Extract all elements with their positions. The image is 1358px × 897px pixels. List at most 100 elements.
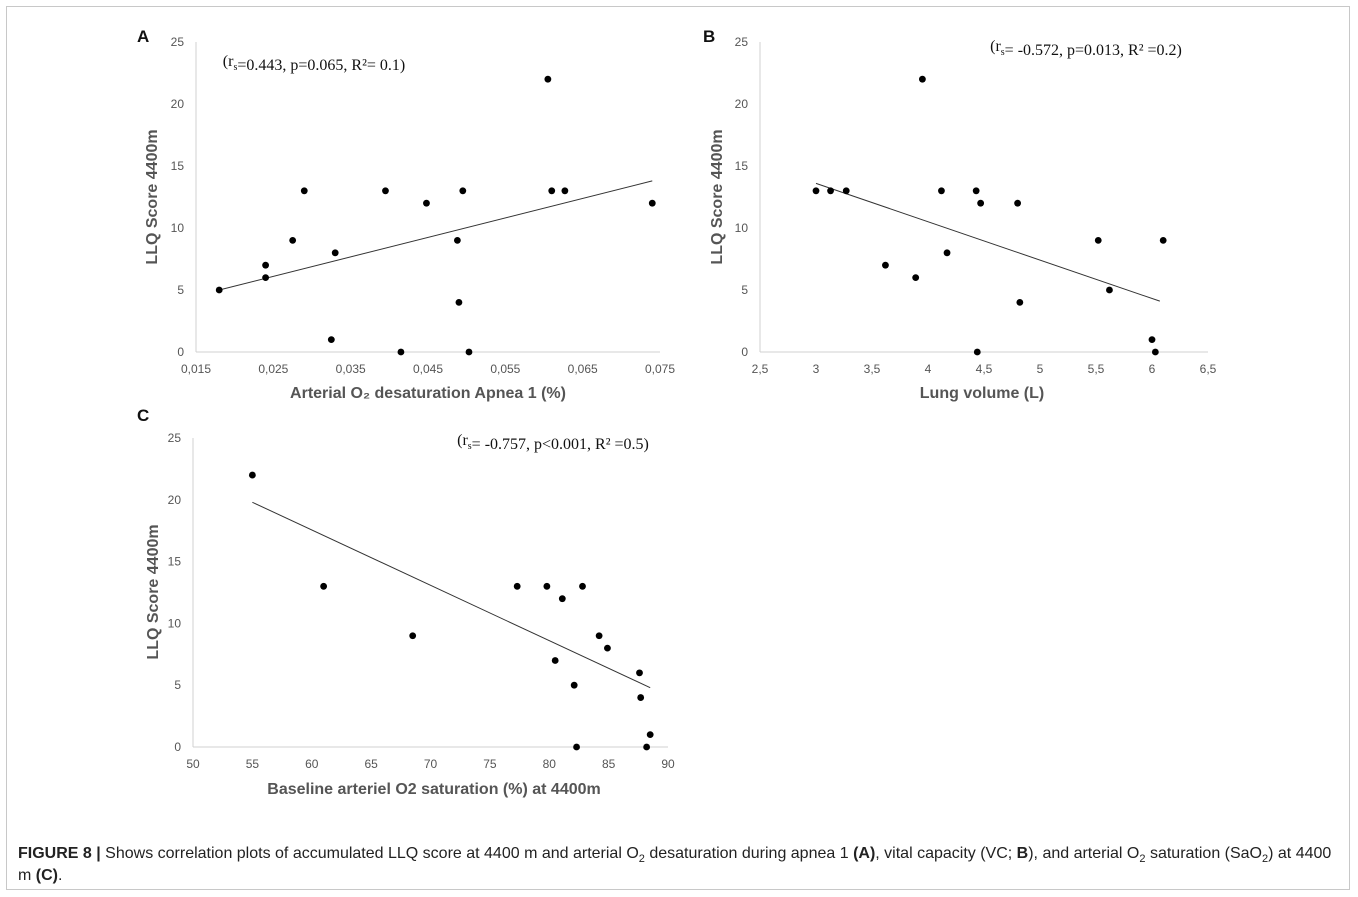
x-tick-label: 55: [246, 757, 260, 771]
data-point: [262, 274, 269, 281]
data-point: [827, 187, 834, 195]
stats-annotation: (rs= -0.757, p<0.001, R² =0.5): [457, 432, 649, 453]
y-tick-label: 10: [168, 616, 182, 630]
x-tick-label: 3: [813, 362, 820, 376]
data-point: [919, 75, 926, 83]
x-tick-label: 5: [1037, 362, 1044, 376]
data-point: [548, 187, 556, 195]
x-tick-label: 75: [483, 757, 497, 771]
stats-annotation: (rs= -0.572, p=0.013, R² =0.2): [990, 38, 1182, 59]
data-point: [604, 644, 611, 652]
data-point: [579, 582, 586, 590]
data-point: [1159, 237, 1167, 244]
caption-ref-a: (A): [853, 845, 876, 862]
data-point: [513, 582, 521, 590]
caption-sub-3: 2: [1262, 853, 1269, 866]
x-tick-label: 0,035: [336, 362, 366, 376]
data-point: [972, 187, 980, 195]
trendline: [815, 182, 1161, 302]
data-point: [1014, 199, 1021, 207]
data-point: [882, 261, 889, 269]
x-tick-label: 65: [364, 757, 378, 771]
data-point: [573, 743, 580, 751]
data-point: [382, 187, 389, 195]
data-point: [459, 187, 467, 195]
caption-sub-2: 2: [1139, 853, 1146, 866]
figure-charts: A 0 5 10 15 20 25 0,015 0,025 0,035 0,045 0,055 0,06…: [137, 27, 1217, 798]
y-tick-label: 20: [168, 493, 182, 507]
data-point: [289, 237, 297, 244]
data-point: [646, 731, 654, 739]
y-axis-title: LLQ Score 4400m: [145, 524, 162, 659]
data-point: [262, 261, 269, 269]
x-tick-label: 0,055: [490, 362, 520, 376]
data-point: [1106, 286, 1113, 294]
data-point: [455, 299, 463, 306]
data-point: [331, 249, 339, 257]
x-axis-title: Lung volume (L): [920, 385, 1044, 402]
x-tick-label: 2,5: [752, 362, 769, 376]
caption-ref-c: (C): [35, 867, 58, 884]
x-tick-label: 60: [305, 757, 319, 771]
x-tick-label: 0,075: [645, 362, 675, 376]
data-point: [643, 743, 651, 751]
x-tick-label: 4: [925, 362, 932, 376]
panel-label: A: [137, 27, 149, 46]
trendline: [219, 180, 653, 291]
y-tick-label: 5: [174, 678, 181, 692]
x-tick-label: 80: [543, 757, 557, 771]
caption-text-3: , vital capacity (VC;: [875, 845, 1017, 862]
x-tick-label: 50: [186, 757, 200, 771]
data-point: [648, 199, 656, 207]
x-tick-label: 0,065: [568, 362, 598, 376]
y-axis-title: LLQ Score 4400m: [709, 129, 726, 264]
data-point: [570, 681, 578, 689]
x-tick-label: 0,045: [413, 362, 443, 376]
data-point: [423, 199, 430, 207]
y-tick-label: 10: [735, 221, 749, 235]
data-point: [595, 632, 603, 640]
panel-label: C: [137, 406, 149, 425]
chart-panel-c: C 0 5 10 15 20 25 50 55 60 65 70 75 80 85 90 Baseline ar…: [137, 406, 675, 798]
data-point: [812, 187, 820, 195]
data-point: [637, 694, 645, 701]
caption-text-1: Shows correlation plots of accumulated L…: [100, 845, 639, 862]
chart-panel-a: A 0 5 10 15 20 25 0,015 0,025 0,035 0,045 0,055 0,06…: [137, 27, 675, 402]
caption-text-6: ) at 4400 m: [18, 845, 1332, 884]
data-point: [320, 582, 328, 590]
data-point: [558, 595, 566, 603]
x-tick-label: 6: [1149, 362, 1156, 376]
x-tick-label: 3,5: [864, 362, 881, 376]
y-tick-label: 15: [171, 159, 185, 173]
data-point: [327, 336, 335, 343]
data-point: [1148, 336, 1156, 343]
data-point: [1016, 299, 1024, 306]
data-point: [636, 669, 643, 677]
caption-text-5: saturation (SaO: [1145, 845, 1262, 862]
y-tick-label: 5: [741, 283, 748, 297]
data-point: [453, 237, 461, 244]
data-point: [465, 348, 473, 356]
caption-ref-b: B: [1016, 845, 1029, 862]
data-point: [938, 187, 945, 195]
y-tick-label: 15: [735, 159, 749, 173]
y-tick-label: 0: [741, 345, 748, 359]
data-point: [912, 274, 920, 281]
x-tick-label: 6,5: [1200, 362, 1217, 376]
caption-text-2: desaturation during apnea 1: [644, 845, 854, 862]
data-point: [943, 249, 951, 257]
x-tick-label: 0,015: [181, 362, 211, 376]
y-tick-label: 5: [177, 283, 184, 297]
data-point: [397, 348, 405, 356]
figure-frame: [6, 6, 1350, 890]
x-tick-label: 70: [424, 757, 438, 771]
caption-text-4: ), and arterial O: [1028, 845, 1140, 862]
x-tick-label: 5,5: [1088, 362, 1105, 376]
caption-sub-1: 2: [638, 853, 645, 866]
stats-annotation: (rs=0.443, p=0.065, R²= 0.1): [223, 53, 405, 74]
data-point: [551, 657, 559, 664]
data-point: [543, 582, 551, 590]
y-tick-label: 25: [735, 35, 749, 49]
data-point: [1151, 348, 1159, 356]
y-tick-label: 25: [171, 35, 185, 49]
